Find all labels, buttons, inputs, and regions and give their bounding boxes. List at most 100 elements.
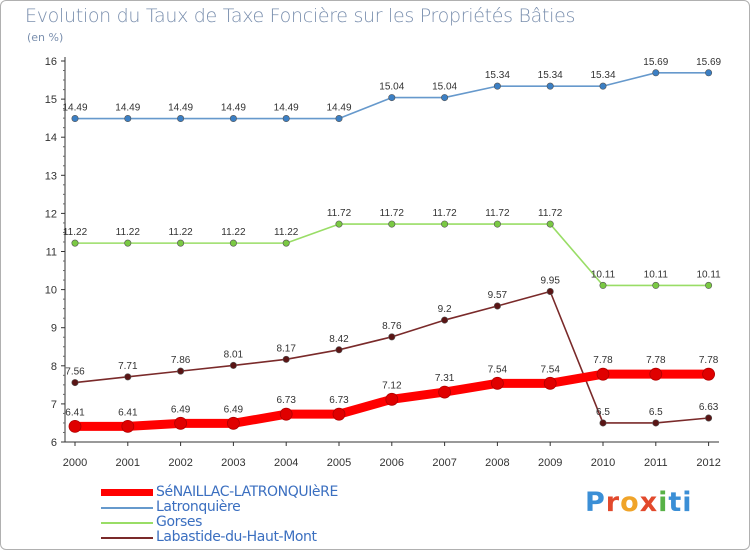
data-point [705,69,713,77]
x-tick-label: 2008 [485,457,509,469]
y-tick-label: 11 [46,247,57,259]
legend-swatch-senaillac [101,489,153,496]
data-label: 11.22 [168,227,193,238]
data-label: 11.72 [538,208,563,219]
legend-label-senaillac: SéNAILLAC-LATRONQUIèRE [156,484,338,500]
proxiti-logo[interactable]: Proxiti [585,487,693,518]
data-label: 7.78 [593,355,613,366]
data-point [702,367,715,381]
legend-swatch-gorses [101,522,153,524]
data-point [229,239,237,247]
data-label: 14.49 [274,103,299,114]
data-label: 14.49 [221,103,246,114]
x-tick-label: 2006 [380,457,404,469]
data-label: 7.78 [646,355,666,366]
y-tick-label: 15 [45,94,57,106]
data-label: 10.11 [696,269,721,280]
data-point [124,373,132,381]
logo-letter: i [658,487,669,518]
data-point [229,361,237,369]
data-point [121,419,135,433]
data-point [599,419,607,427]
legend-swatch-latronquiere [101,507,153,509]
data-point [705,281,713,289]
data-point [490,376,504,390]
data-label: 6.5 [649,407,663,418]
data-point [335,115,343,123]
data-label: 6.49 [171,404,191,415]
data-label: 7.54 [540,364,560,375]
data-point [124,115,132,123]
data-point [652,281,660,289]
data-point [71,379,79,387]
data-point [438,385,452,399]
x-tick-label: 2010 [591,457,615,469]
data-point [493,302,501,310]
data-label: 6.63 [699,402,719,413]
y-tick-label: 12 [45,208,57,220]
x-tick-label: 2011 [644,457,668,469]
data-label: 8.01 [224,349,244,360]
data-label: 15.34 [485,70,510,81]
data-point [226,416,240,430]
x-tick-label: 2000 [63,457,87,469]
data-label: 15.04 [432,82,457,93]
data-label: 7.31 [435,373,455,384]
y-tick-label: 9 [51,323,57,335]
data-label: 9.2 [438,304,452,315]
data-label: 8.42 [329,334,349,345]
y-tick-label: 16 [45,56,57,68]
data-label: 6.41 [118,407,138,418]
logo-letter: x [639,487,659,518]
data-point [546,82,554,90]
x-tick-label: 2012 [696,457,720,469]
data-point [441,316,449,324]
data-point [282,115,290,123]
x-tick-label: 2005 [327,457,351,469]
data-label: 9.95 [540,276,560,287]
data-labels-layer: 14.49 14.49 14.49 14.49 14.49 14.49 15.04 15.04… [62,57,721,419]
data-label: 8.76 [382,321,402,332]
y-tick-label: 10 [45,285,57,297]
x-tick-label: 2003 [221,457,245,469]
series-latronquiere [71,69,713,123]
data-point [177,367,185,375]
data-label: 7.54 [488,364,508,375]
legend-swatch-labastide [101,537,153,539]
data-point [649,367,663,381]
data-label: 14.49 [168,103,193,114]
data-point [388,94,396,102]
x-tick-label: 2007 [432,457,456,469]
chart-title: Evolution du Taux de Taxe Foncière sur l… [25,5,576,27]
data-label: 15.04 [379,82,404,93]
data-point [177,239,185,247]
data-point [124,239,132,247]
legend-label-labastide: Labastide-du-Haut-Mont [156,529,317,545]
data-point [543,376,557,390]
data-point [388,220,396,228]
data-label: 7.78 [699,355,719,366]
data-point [68,419,82,433]
data-label: 11.72 [485,208,510,219]
data-point [385,392,399,406]
data-point [71,115,79,123]
data-point [335,220,343,228]
data-label: 9.57 [488,290,508,301]
data-label: 10.11 [591,269,616,280]
data-point [332,407,346,421]
data-point [335,346,343,354]
data-point [599,281,607,289]
series-labastide [71,288,713,427]
chart-unit-label: (en %) [27,31,64,44]
logo-letter: o [620,487,640,518]
y-tick-label: 7 [51,399,57,411]
data-label: 14.49 [115,103,140,114]
data-point [177,115,185,123]
data-point [441,220,449,228]
data-label: 7.86 [171,355,191,366]
data-point [546,288,554,296]
data-label: 10.11 [644,269,669,280]
data-point [174,416,188,430]
x-tick-label: 2004 [274,457,298,469]
